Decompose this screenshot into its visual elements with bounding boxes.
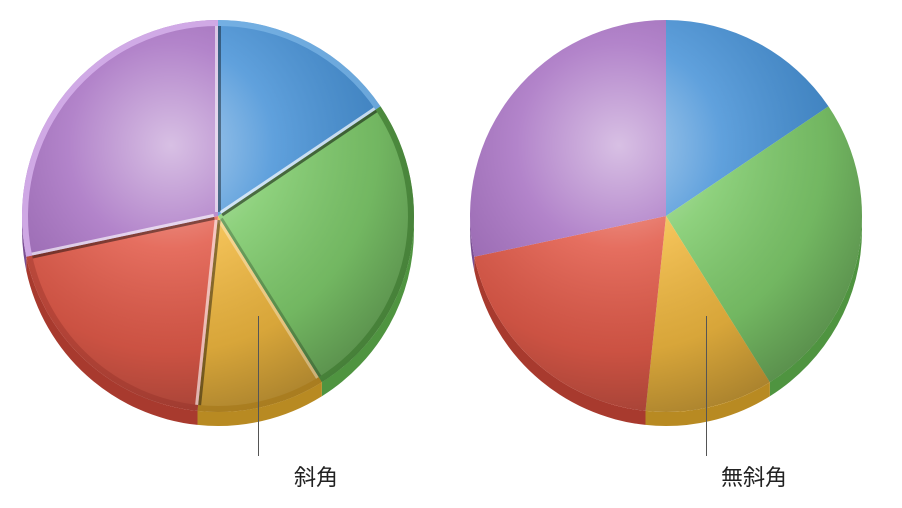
pie-chart-flat	[440, 0, 892, 461]
callout-label-right: 無斜角	[721, 460, 787, 492]
callout-line-left	[258, 316, 259, 456]
callout-line-right	[706, 316, 707, 456]
callout-label-left: 斜角	[294, 460, 338, 492]
stage: 斜角 無斜角	[0, 0, 902, 508]
pie-chart-beveled	[0, 0, 444, 461]
